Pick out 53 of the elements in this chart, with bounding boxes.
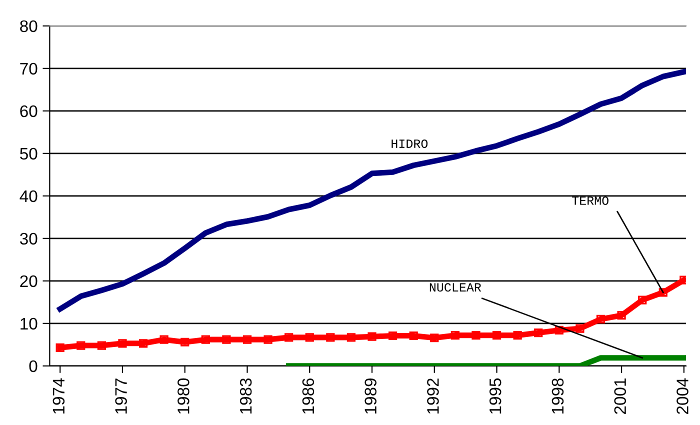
y-tick-label: 80 bbox=[20, 20, 38, 32]
x-tick-label: 1977 bbox=[115, 378, 127, 414]
x-tick-label: 1992 bbox=[427, 378, 439, 414]
point bbox=[180, 338, 190, 346]
x-tick-label: 1983 bbox=[240, 378, 252, 414]
point bbox=[76, 341, 86, 350]
point bbox=[576, 324, 584, 333]
point bbox=[160, 335, 168, 344]
point bbox=[97, 341, 106, 350]
point bbox=[658, 288, 668, 297]
point bbox=[430, 334, 439, 342]
text: TERMO bbox=[572, 196, 608, 205]
point bbox=[554, 326, 564, 335]
y-tick-label: 20 bbox=[20, 275, 38, 288]
point bbox=[596, 314, 606, 324]
series-label: HIDRO bbox=[392, 139, 428, 148]
text: NUCLEAR bbox=[430, 283, 482, 292]
point bbox=[388, 331, 398, 340]
point bbox=[368, 332, 376, 341]
point bbox=[472, 331, 480, 340]
y-tick-label: 70 bbox=[20, 62, 38, 75]
point bbox=[513, 331, 522, 340]
y-tick-label: 40 bbox=[20, 190, 38, 202]
point bbox=[326, 333, 335, 342]
point bbox=[534, 328, 543, 338]
point bbox=[492, 331, 502, 340]
point bbox=[264, 335, 272, 344]
x-tick-label: 2004 bbox=[676, 378, 688, 414]
point bbox=[284, 333, 294, 342]
y-tick-label: 50 bbox=[20, 148, 38, 160]
x-tick-label: 1998 bbox=[552, 378, 564, 414]
point bbox=[617, 311, 626, 320]
point bbox=[450, 331, 460, 340]
point bbox=[305, 333, 314, 342]
x-tick-label: 1974 bbox=[52, 378, 65, 414]
point bbox=[222, 335, 231, 344]
x-tick-label: 1986 bbox=[302, 378, 314, 414]
y-tick-label: 0 bbox=[29, 360, 38, 372]
y-tick-label: 30 bbox=[20, 232, 38, 245]
y-tick-label: 10 bbox=[20, 318, 38, 330]
y-tick-label: 60 bbox=[20, 105, 38, 118]
point bbox=[409, 331, 418, 340]
x-tick-label: 2001 bbox=[614, 378, 626, 414]
x-tick-label: 1989 bbox=[364, 378, 376, 414]
x-tick-label: 1980 bbox=[178, 378, 190, 414]
point bbox=[346, 333, 356, 342]
point bbox=[56, 343, 64, 352]
point bbox=[201, 335, 210, 344]
point bbox=[638, 296, 647, 304]
point bbox=[118, 339, 127, 348]
point bbox=[138, 339, 148, 348]
point bbox=[242, 335, 252, 344]
x-tick-label: 1995 bbox=[489, 378, 502, 414]
